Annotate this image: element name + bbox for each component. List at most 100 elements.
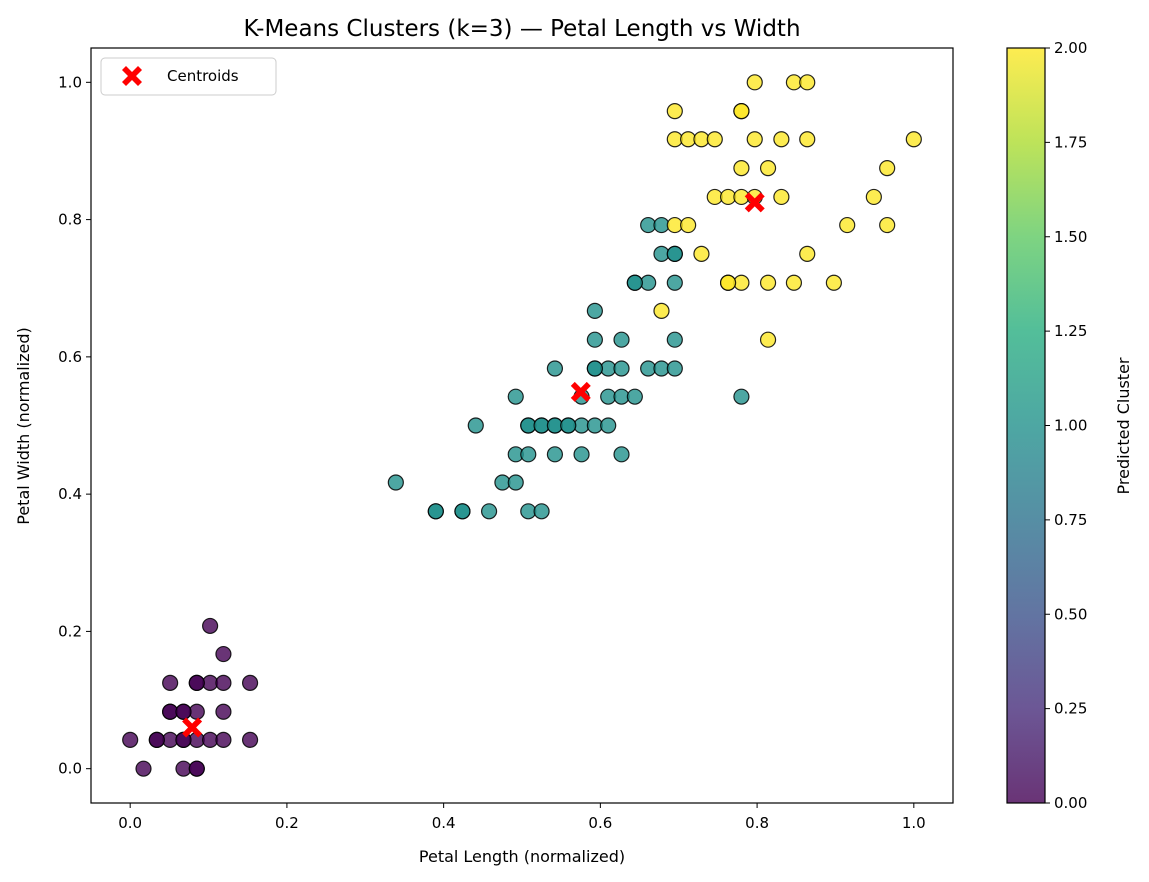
x-tick-label: 0.0 <box>118 814 142 832</box>
colorbar-tick-label: 2.00 <box>1054 39 1087 57</box>
colorbar-ticks: 0.00 0.25 0.50 0.75 1.00 1.25 1.50 1.75 2.00 <box>1045 39 1087 812</box>
data-point-cluster-1 <box>546 446 564 463</box>
data-point-cluster-2 <box>799 245 816 263</box>
y-tick-label: 0.4 <box>58 485 82 503</box>
data-point-cluster-2 <box>773 188 790 206</box>
centroid-marker <box>744 192 765 213</box>
data-point-cluster-1 <box>467 417 484 434</box>
centroid-marker <box>182 717 203 738</box>
data-point-cluster-1 <box>480 503 498 520</box>
data-point-cluster-2 <box>746 74 763 91</box>
data-point-cluster-1 <box>666 245 683 263</box>
colorbar: 0.00 0.25 0.50 0.75 1.00 1.25 1.50 1.75 2.00 Pre… <box>1006 39 1133 812</box>
data-point-cluster-2 <box>799 131 816 148</box>
data-point-cluster-2 <box>759 274 777 291</box>
colorbar-tick-label: 0.25 <box>1054 700 1087 718</box>
x-tick-label: 0.2 <box>275 814 299 832</box>
data-point-cluster-1 <box>613 446 630 463</box>
data-point-cluster-1 <box>733 388 750 405</box>
data-point-cluster-2 <box>733 160 750 177</box>
data-point-cluster-0 <box>135 760 152 777</box>
data-point-cluster-2 <box>693 245 710 263</box>
y-tick-label: 0.8 <box>58 211 82 229</box>
data-point-cluster-0 <box>215 674 232 691</box>
data-point-cluster-1 <box>613 331 630 348</box>
data-point-cluster-0 <box>122 731 139 748</box>
x-tick-label: 0.4 <box>432 814 456 832</box>
data-point-cluster-0 <box>215 645 232 663</box>
data-point-cluster-0 <box>188 674 205 691</box>
data-point-cluster-2 <box>759 331 777 348</box>
colorbar-gradient <box>1006 47 1046 804</box>
colorbar-tick-label: 0.75 <box>1054 511 1087 529</box>
data-point-cluster-2 <box>773 131 790 148</box>
y-tick-label: 0.2 <box>58 622 82 640</box>
colorbar-tick-label: 1.00 <box>1054 417 1087 435</box>
data-point-cluster-1 <box>560 417 577 434</box>
y-axis: 0.0 0.2 0.4 0.6 0.8 1.0 <box>58 73 91 778</box>
data-point-cluster-0 <box>202 617 219 635</box>
legend-box <box>100 57 277 96</box>
data-point-cluster-2 <box>746 131 763 148</box>
y-axis-label: Petal Width (normalized) <box>14 327 33 525</box>
colorbar-tick-label: 0.00 <box>1054 794 1087 812</box>
data-point-cluster-0 <box>241 674 259 691</box>
data-point-cluster-2 <box>799 74 816 91</box>
data-point-cluster-0 <box>175 703 192 720</box>
x-tick-label: 0.6 <box>588 814 612 832</box>
data-point-cluster-2 <box>666 103 683 120</box>
data-point-cluster-2 <box>825 274 842 291</box>
data-point-cluster-1 <box>626 388 643 405</box>
data-point-cluster-2 <box>680 216 697 234</box>
x-tick-label: 1.0 <box>902 814 926 832</box>
colorbar-tick-label: 0.50 <box>1054 605 1087 623</box>
data-point-cluster-2 <box>905 131 922 148</box>
x-axis-label: Petal Length (normalized) <box>419 847 625 866</box>
data-point-cluster-1 <box>454 503 471 520</box>
plot-area <box>90 47 954 804</box>
colorbar-tick-label: 1.25 <box>1054 322 1087 340</box>
data-point-cluster-1 <box>666 274 683 291</box>
data-point-cluster-2 <box>719 274 737 291</box>
legend-label-centroids: Centroids <box>167 67 239 85</box>
data-point-cluster-1 <box>387 474 404 491</box>
colorbar-tick-label: 1.75 <box>1054 133 1087 151</box>
data-point-cluster-1 <box>427 503 444 520</box>
x-tick-label: 0.8 <box>745 814 769 832</box>
data-point-cluster-0 <box>148 731 165 748</box>
data-point-cluster-0 <box>162 674 179 691</box>
data-point-cluster-2 <box>879 216 896 234</box>
data-point-cluster-1 <box>613 360 630 377</box>
data-point-cluster-1 <box>586 331 603 348</box>
chart-title: K-Means Clusters (k=3) — Petal Length vs… <box>243 16 800 42</box>
data-point-cluster-2 <box>879 160 896 177</box>
y-tick-label: 0.6 <box>58 348 82 366</box>
data-point-cluster-1 <box>533 503 550 520</box>
data-point-cluster-2 <box>759 160 777 177</box>
colorbar-tick-label: 1.50 <box>1054 228 1087 246</box>
data-point-cluster-2 <box>653 302 670 319</box>
data-point-cluster-1 <box>626 274 643 291</box>
data-point-cluster-1 <box>586 360 603 377</box>
data-point-cluster-1 <box>600 417 617 434</box>
data-point-cluster-0 <box>215 731 232 748</box>
data-point-cluster-2 <box>733 103 750 120</box>
data-point-cluster-1 <box>666 360 683 377</box>
data-point-cluster-2 <box>865 188 882 206</box>
data-point-cluster-1 <box>507 474 524 491</box>
x-axis: 0.0 0.2 0.4 0.6 0.8 1.0 <box>118 803 926 832</box>
legend-centroid-marker <box>122 66 142 86</box>
data-point-cluster-2 <box>706 131 723 148</box>
colorbar-label: Predicted Cluster <box>1114 357 1133 494</box>
data-point-cluster-0 <box>241 731 259 748</box>
plot-frame <box>90 47 954 804</box>
y-tick-label: 0.0 <box>58 760 82 778</box>
data-point-cluster-1 <box>666 331 683 348</box>
data-point-cluster-0 <box>215 703 232 720</box>
data-point-cluster-1 <box>573 446 590 463</box>
data-point-cluster-1 <box>586 302 603 319</box>
data-point-cluster-1 <box>546 360 564 377</box>
data-point-cluster-2 <box>839 216 856 234</box>
data-point-cluster-1 <box>507 388 524 405</box>
